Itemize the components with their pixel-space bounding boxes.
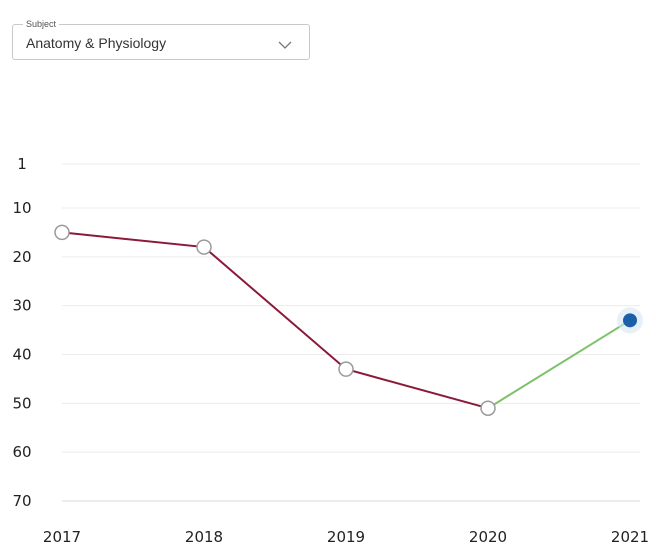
data-point[interactable]	[480, 400, 496, 416]
subject-label: Subject	[23, 18, 60, 30]
chevron-down-icon	[278, 37, 292, 49]
data-point[interactable]	[338, 361, 354, 377]
y-tick-label: 70	[12, 492, 31, 510]
y-tick-label: 30	[12, 297, 31, 315]
y-tick-label: 50	[12, 394, 31, 412]
data-points	[54, 224, 643, 416]
data-point[interactable]	[196, 239, 212, 255]
y-tick-label: 10	[12, 199, 31, 217]
x-tick-label: 2017	[43, 528, 81, 546]
x-tick-label: 2018	[185, 528, 223, 546]
series-line	[487, 319, 631, 410]
x-tick-label: 2021	[611, 528, 649, 546]
y-tick-label: 40	[12, 346, 31, 364]
x-tick-label: 2019	[327, 528, 365, 546]
subject-dropdown[interactable]: Subject Anatomy & Physiology	[12, 18, 310, 60]
series-lines	[61, 231, 631, 410]
series-line	[61, 231, 489, 410]
x-tick-label: 2020	[469, 528, 507, 546]
y-tick-label: 60	[12, 443, 31, 461]
data-point[interactable]	[54, 224, 70, 241]
highlighted-data-point[interactable]	[623, 313, 637, 328]
y-tick-label: 20	[12, 248, 31, 266]
x-axis-ticks: 2017 2018 2019 2020 2021	[43, 528, 649, 546]
y-tick-label: 1	[17, 155, 27, 173]
grid-lines	[62, 163, 640, 502]
y-axis-ticks: 1 10 20 30 40 50 60 70	[12, 155, 31, 510]
subject-value: Anatomy & Physiology	[26, 35, 167, 51]
